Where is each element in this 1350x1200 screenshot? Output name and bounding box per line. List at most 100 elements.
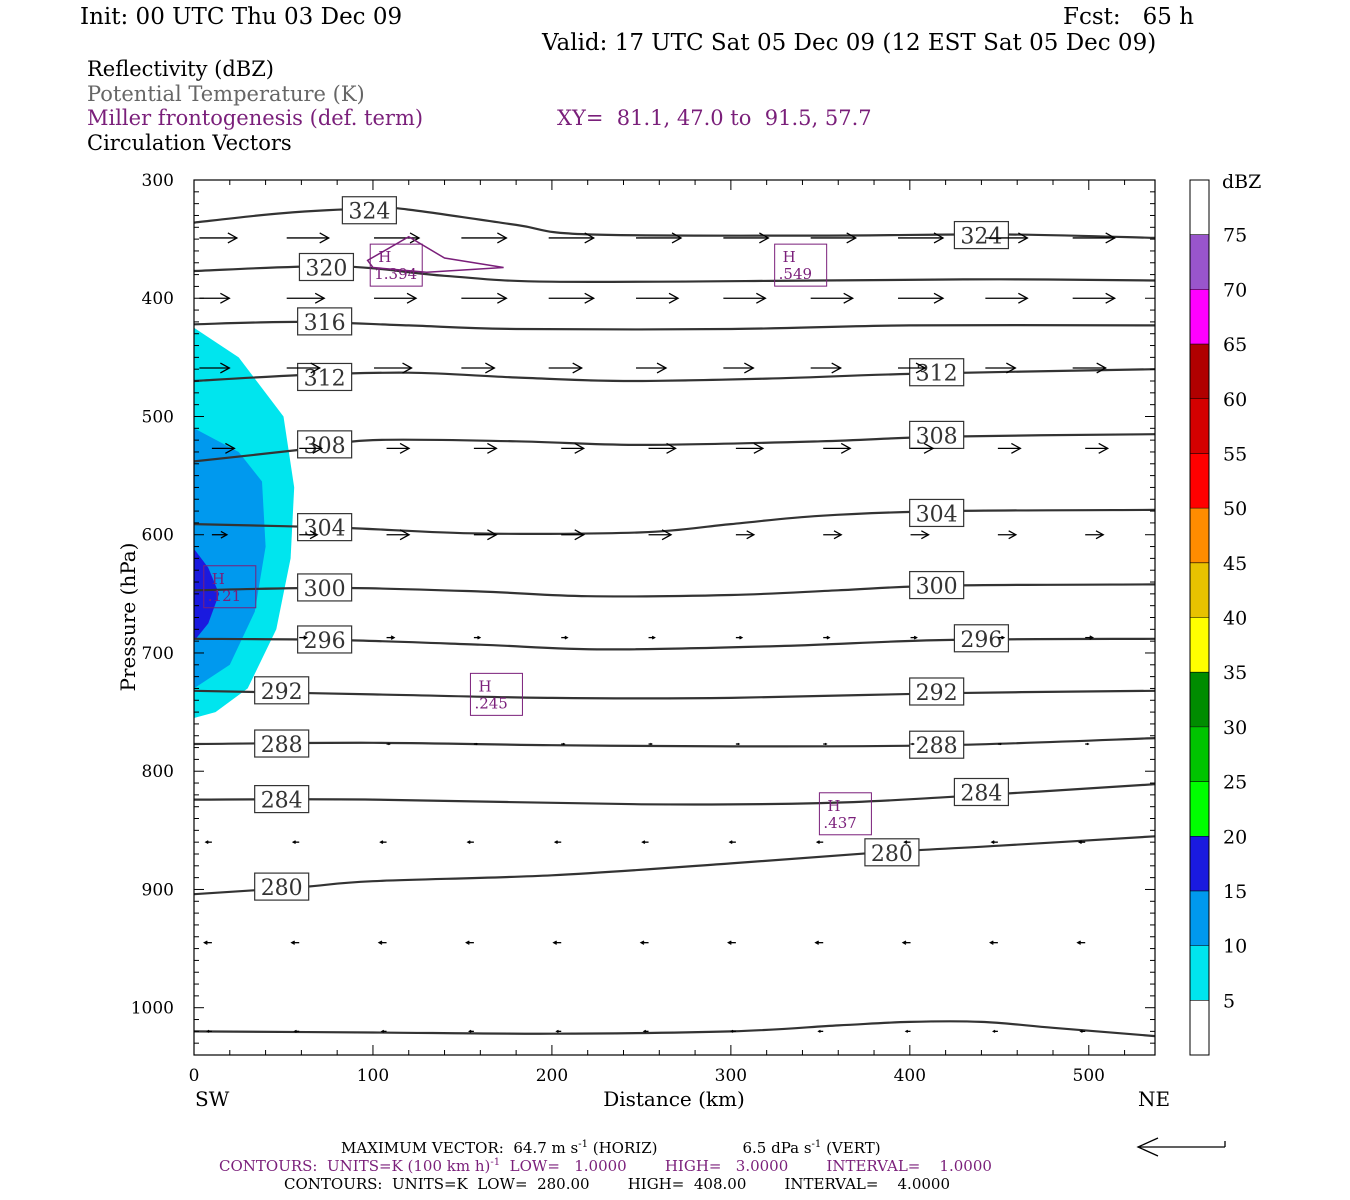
theta-label-300: 300: [297, 573, 353, 602]
circulation-vector: [461, 292, 508, 304]
forecast-hour: Fcst: 65 h: [1063, 4, 1194, 30]
circulation-vector: [735, 442, 765, 454]
circulation-vector: [548, 292, 596, 304]
legend-theta: Potential Temperature (K): [87, 82, 365, 106]
right-end-label: NE: [1138, 1087, 1170, 1111]
colorbar-title: dBZ: [1222, 171, 1261, 193]
circulation-vector: [299, 635, 309, 640]
circulation-vector: [1077, 840, 1086, 845]
init-time: Init: 00 UTC Thu 03 Dec 09: [80, 4, 403, 30]
reference-vector-arrow: [1136, 1137, 1226, 1157]
svg-text:1.394: 1.394: [374, 265, 417, 283]
circulation-vector: [730, 1029, 736, 1033]
circulation-vector: [904, 1029, 911, 1033]
colorbar-swatch: [1190, 453, 1209, 509]
colorbar-label: 40: [1223, 608, 1247, 630]
circulation-vector: [561, 742, 566, 746]
circulation-vector: [997, 635, 1006, 640]
svg-text:300: 300: [304, 577, 346, 602]
circulation-vector: [997, 530, 1018, 540]
theta-contour-280: [194, 835, 1155, 896]
x-tick-label: 200: [536, 1066, 568, 1086]
circulation-vector: [997, 442, 1022, 454]
legend-vectors: Circulation Vectors: [87, 131, 292, 155]
valid-time: Valid: 17 UTC Sat 05 Dec 09 (12 EST Sat …: [542, 30, 1157, 56]
circulation-vector: [810, 292, 855, 304]
circulation-vector: [1085, 635, 1095, 640]
x-tick-label: 500: [1073, 1066, 1105, 1086]
circulation-vector: [1085, 442, 1110, 454]
circulation-vector: [374, 292, 418, 304]
colorbar-label: 30: [1223, 717, 1247, 739]
circulation-vector: [985, 232, 1029, 244]
circulation-vector: [898, 232, 945, 244]
svg-text:304: 304: [916, 502, 958, 527]
circulation-vector: [815, 840, 824, 845]
circulation-vector: [823, 442, 852, 454]
legend-reflectivity: Reflectivity (dBZ): [87, 57, 275, 81]
circulation-vector: [374, 232, 421, 244]
theta-label-324: 324: [953, 220, 1010, 250]
svg-text:324: 324: [960, 225, 1002, 250]
max-vector-info: MAXIMUM VECTOR: 64.7 m s-1 (HORIZ) 6.5 dP…: [341, 1139, 881, 1157]
reflectivity-15dbz: [194, 548, 220, 642]
theta-contour-284: [194, 783, 1155, 806]
circulation-vector: [553, 840, 562, 845]
circulation-vector: [910, 530, 930, 540]
circulation-vector: [1085, 742, 1090, 746]
colorbar-swatch: [1190, 836, 1209, 891]
circulation-vector: [997, 742, 1003, 746]
theta-label-280: 280: [864, 838, 920, 867]
colorbar-swatch: [1190, 726, 1209, 782]
circulation-vector: [989, 940, 998, 945]
section-endpoints: XY= 81.1, 47.0 to 91.5, 57.7: [557, 106, 872, 130]
y-tick-label: 300: [142, 171, 174, 191]
y-tick-label: 800: [142, 762, 174, 782]
circulation-vector: [910, 742, 915, 746]
colorbar-label: 15: [1223, 881, 1247, 903]
circulation-vector: [203, 940, 212, 945]
theta-label-316: 316: [297, 307, 353, 336]
circulation-vector: [461, 232, 508, 244]
svg-text:292: 292: [916, 681, 958, 706]
colorbar-swatch: [1190, 1000, 1209, 1055]
svg-text:.121: .121: [208, 587, 241, 605]
circulation-vector: [1167, 841, 1173, 844]
svg-text:H: H: [783, 248, 796, 266]
circulation-vector: [992, 1029, 998, 1033]
x-tick-label: 300: [715, 1066, 747, 1086]
theta-label-312: 312: [909, 358, 965, 387]
svg-text:288: 288: [916, 734, 958, 759]
circulation-vector: [1173, 636, 1181, 639]
svg-text:296: 296: [960, 628, 1002, 653]
theta-label-304: 304: [909, 498, 965, 527]
svg-text:.437: .437: [823, 814, 856, 832]
circulation-vector: [199, 232, 239, 244]
svg-text:288: 288: [261, 733, 303, 758]
colorbar-label: 35: [1223, 662, 1247, 684]
svg-text:.245: .245: [474, 694, 507, 712]
circulation-vector: [204, 840, 212, 845]
circulation-vector: [898, 292, 945, 304]
theta-label-288: 288: [254, 729, 310, 758]
y-tick-label: 500: [142, 407, 174, 427]
colorbar-label: 65: [1223, 334, 1247, 356]
circulation-vector: [1247, 233, 1289, 243]
svg-text:296: 296: [304, 629, 346, 654]
svg-text:H: H: [378, 248, 391, 266]
x-tick-label: 0: [189, 1066, 200, 1086]
theta-label-284: 284: [953, 777, 1010, 807]
circulation-vector: [910, 635, 918, 640]
circulation-vector: [1335, 293, 1350, 303]
circulation-vector: [461, 362, 496, 374]
circulation-vector: [465, 940, 474, 945]
circulation-vector: [723, 232, 770, 244]
circulation-vector: [1341, 841, 1347, 844]
circulation-vector: [910, 442, 935, 454]
y-tick-label: 700: [142, 644, 174, 664]
theta-contour-288: [194, 737, 1155, 748]
circulation-vector: [990, 840, 998, 845]
svg-text:312: 312: [304, 366, 346, 391]
colorbar-swatch: [1190, 945, 1209, 1001]
left-end-label: SW: [195, 1087, 230, 1111]
